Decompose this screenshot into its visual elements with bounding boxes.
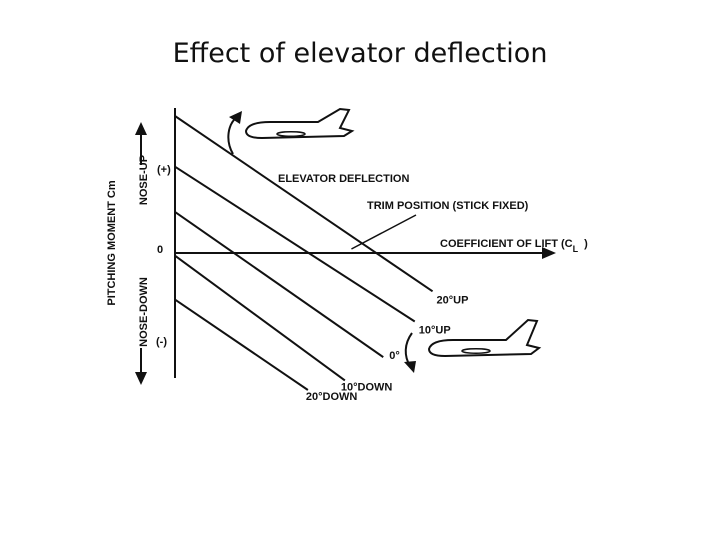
- series-label-10down: 10°DOWN: [341, 381, 393, 393]
- y-negative-label: NOSE-DOWN: [138, 277, 150, 347]
- trim-position-label: TRIM POSITION (STICK FIXED): [367, 200, 529, 212]
- trim-position-leader-line: [351, 214, 417, 250]
- y-axis-title: PITCHING MOMENT Cm: [106, 180, 118, 305]
- series-label-0: 0°: [389, 350, 400, 362]
- series-line-0: [174, 211, 384, 358]
- nose-down-arrow-icon: [135, 372, 147, 385]
- x-axis-title-close: ): [584, 238, 588, 250]
- x-axis-title-subscript: L: [573, 244, 579, 254]
- series-line-20down: [174, 298, 309, 391]
- series-label-20down: 20°DOWN: [306, 391, 358, 403]
- slide-title: Effect of elevator deflection: [172, 38, 548, 69]
- elevator-deflection-label: ELEVATOR DEFLECTION: [278, 173, 409, 185]
- series-line-10down: [174, 254, 346, 382]
- nose-up-arrow-icon: [135, 122, 147, 135]
- y-positive-label: NOSE-UP: [138, 155, 150, 205]
- series-label-20up: 20°UP: [437, 294, 469, 306]
- x-axis-arrowhead: [542, 247, 556, 259]
- y-minus-tick: (-): [156, 336, 167, 348]
- series-lines: [174, 115, 434, 391]
- series-label-10up: 10°UP: [419, 325, 451, 337]
- series-line-10up: [174, 165, 416, 323]
- y-plus-tick: (+): [157, 164, 171, 176]
- nose-up-airplane-icon: [227, 107, 355, 155]
- y-zero-tick: 0: [157, 244, 163, 256]
- nose-down-airplane-icon: [404, 318, 542, 373]
- x-axis-title-main: COEFFICIENT OF LIFT (C: [440, 238, 573, 250]
- series-line-20up: [174, 115, 434, 293]
- axes: (+) 0 (-) PITCHING MOMENT Cm NOSE-UP NOS…: [106, 108, 588, 385]
- x-axis-title: COEFFICIENT OF LIFT (CL): [440, 238, 588, 254]
